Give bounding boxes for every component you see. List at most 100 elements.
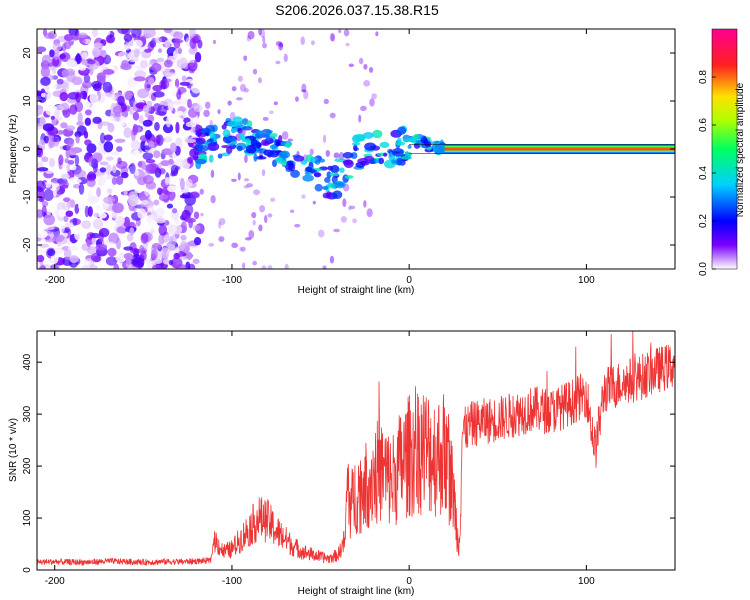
noise-blob <box>145 163 157 175</box>
noise-blob <box>129 227 135 236</box>
noise-blob <box>173 252 180 260</box>
noise-blob <box>123 90 133 101</box>
colorbar-ticks: 0.0 0.2 0.4 0.6 0.8 <box>698 70 716 276</box>
spectrogram-data <box>37 29 675 269</box>
noise-blob <box>210 195 216 204</box>
noise-blob <box>67 159 75 165</box>
noise-blob <box>267 213 273 218</box>
signal-blob <box>343 159 354 169</box>
noise-blob <box>185 138 197 143</box>
noise-blob <box>153 91 165 98</box>
signal-blob <box>374 159 380 164</box>
noise-blob <box>97 142 104 153</box>
noise-blob <box>287 138 293 142</box>
noise-blob <box>152 242 162 250</box>
noise-blob <box>210 169 215 178</box>
colorbar-tick-label: 0.8 <box>698 70 709 84</box>
noise-blob <box>142 104 150 114</box>
noise-blob <box>49 49 55 58</box>
noise-blob <box>62 107 71 118</box>
snr-panel: -200 -100 0 100 0 100 200 300 400 Height of str… <box>8 330 676 597</box>
noise-blob <box>175 121 180 134</box>
noise-blob <box>123 127 132 138</box>
noise-blob <box>294 96 299 102</box>
noise-blob <box>71 76 83 86</box>
noise-blob <box>39 196 45 203</box>
snr-frame <box>36 330 676 571</box>
noise-blob <box>53 234 65 242</box>
noise-blob <box>345 42 350 47</box>
noise-blob <box>123 216 131 228</box>
noise-blob <box>248 230 255 239</box>
noise-blob <box>140 233 149 244</box>
noise-blob <box>239 83 247 92</box>
noise-blob <box>112 165 117 174</box>
noise-blob <box>92 42 104 49</box>
noise-blob <box>237 172 241 181</box>
signal-blob <box>326 191 332 198</box>
noise-blob <box>40 66 51 78</box>
snr-xtick-label: -200 <box>45 576 65 587</box>
noise-blob <box>65 210 74 217</box>
noise-blob <box>194 51 202 63</box>
noise-blob <box>53 247 64 255</box>
noise-blob <box>92 116 102 124</box>
noise-blob <box>66 59 78 68</box>
noise-blob <box>43 90 52 100</box>
noise-blob <box>78 32 88 38</box>
noise-blob <box>110 110 115 122</box>
noise-blob <box>193 104 203 113</box>
noise-blob <box>123 33 133 43</box>
noise-blob <box>167 112 179 123</box>
noise-blob <box>311 40 315 46</box>
chart-title: S206.2026.037.15.38.R15 <box>275 2 439 18</box>
noise-blob <box>173 31 184 40</box>
noise-blob <box>300 36 305 45</box>
noise-blob <box>92 218 104 230</box>
signal-blob <box>358 134 366 142</box>
signal-blob <box>254 156 267 160</box>
signal-blob <box>281 160 287 167</box>
noise-blob <box>153 199 160 206</box>
noise-blob <box>157 187 163 196</box>
noise-blob <box>81 38 86 44</box>
noise-blob <box>323 98 329 105</box>
signal-blob <box>290 169 300 178</box>
noise-blob <box>368 66 374 73</box>
noise-blob <box>43 214 55 226</box>
signal-blob <box>407 144 412 149</box>
noise-blob <box>111 211 118 219</box>
noise-blob <box>264 214 268 224</box>
noise-blob <box>173 100 181 106</box>
noise-blob <box>153 150 161 159</box>
signal-blob <box>313 172 322 178</box>
noise-blob <box>261 265 267 269</box>
noise-blob <box>187 263 196 269</box>
noise-blob <box>92 29 99 38</box>
noise-blob <box>227 100 232 106</box>
noise-blob <box>133 76 146 82</box>
noise-blob <box>37 230 48 239</box>
noise-blob <box>59 91 69 102</box>
signal-blob <box>284 142 292 148</box>
noise-blob <box>358 114 362 123</box>
noise-blob <box>180 234 187 241</box>
noise-blob <box>243 178 250 182</box>
signal-blob <box>246 120 253 129</box>
signal-blob <box>326 171 332 179</box>
noise-blob <box>69 150 78 155</box>
noise-blob <box>51 55 62 68</box>
signal-blob <box>221 124 227 130</box>
noise-blob <box>190 83 203 94</box>
noise-blob <box>74 203 80 214</box>
noise-blob <box>98 212 107 219</box>
noise-blob <box>246 183 253 188</box>
noise-blob <box>329 32 336 42</box>
noise-blob <box>162 78 172 83</box>
noise-blob <box>49 157 56 168</box>
noise-blob <box>40 76 51 87</box>
noise-blob <box>146 224 158 231</box>
noise-blob <box>262 35 266 44</box>
snr-ytick-label: 100 <box>22 509 33 526</box>
noise-blob <box>101 182 113 187</box>
